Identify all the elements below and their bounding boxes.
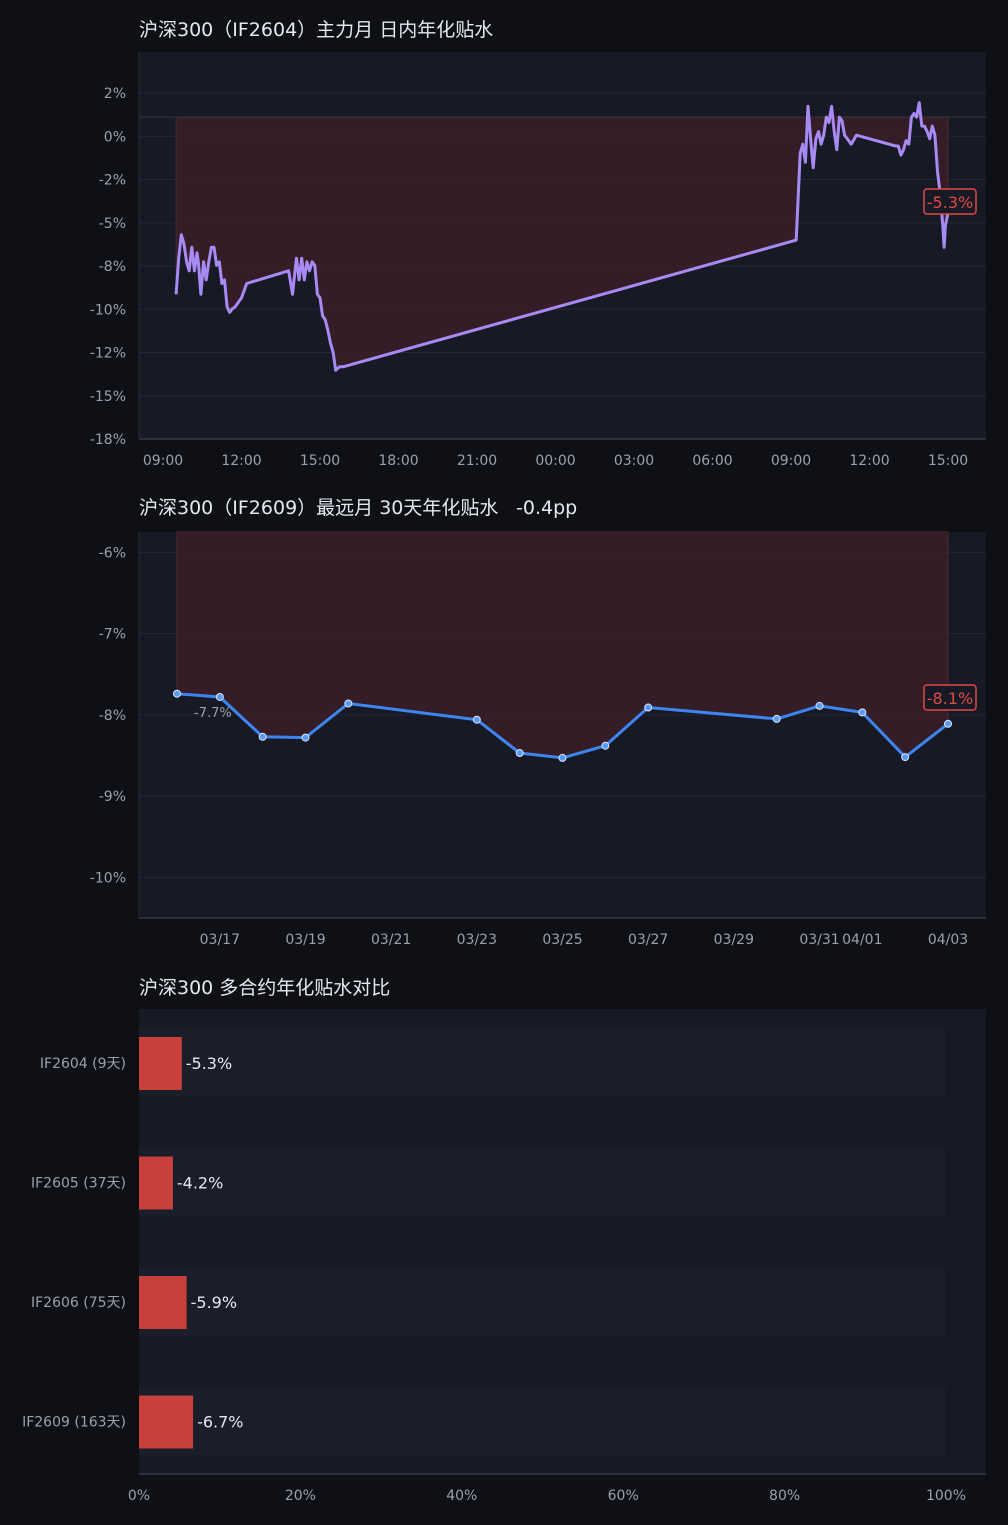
chart1-y-tick-label: -18% — [90, 432, 126, 448]
chart2-y-ticks: -6% -7% -8% -9% -10% — [90, 545, 126, 886]
chart3-bars: -5.3% -4.2% -5.9% -6.7% — [139, 1037, 243, 1449]
chart1-x-tick-label: 15:00 — [928, 453, 968, 469]
chart3-bar-value-label: -4.2% — [177, 1174, 223, 1193]
chart1-x-tick-label: 15:00 — [300, 453, 340, 469]
chart2-x-tick-label: 03/23 — [457, 932, 497, 948]
chart2-data-points — [173, 689, 952, 762]
chart1-x-tick-label: 09:00 — [143, 453, 183, 469]
chart1-x-tick-label: 12:00 — [849, 453, 889, 469]
chart2-data-point — [644, 703, 653, 712]
chart1-y-tick-label: -5% — [99, 216, 126, 232]
chart1-last-value-badge: -5.3% — [923, 188, 977, 215]
chart2-y-tick-label: -6% — [99, 545, 126, 561]
chart2-last-value-label: -8.1% — [927, 689, 973, 708]
chart3-bar — [139, 1395, 194, 1449]
chart3-x-tick-label: 40% — [446, 1488, 477, 1504]
chart2-title: 沪深300（IF2609）最远月 30天年化贴水 — [139, 497, 498, 519]
chart2-data-point — [944, 719, 952, 728]
chart3-bar-value-label: -5.9% — [191, 1293, 237, 1312]
chart1-y-tick-label: -15% — [90, 389, 126, 405]
chart2-first-value-label: -7.7% — [194, 706, 232, 721]
chart2-x-tick-label: 04/03 — [928, 932, 968, 948]
chart3-x-tick-label: 0% — [128, 1488, 150, 1504]
chart2-last-value-badge: -8.1% — [923, 684, 977, 711]
chart1-x-tick-label: 06:00 — [692, 453, 732, 469]
chart2-data-point — [858, 708, 867, 717]
chart1-y-tick-label: 0% — [104, 129, 126, 145]
chart2-y-tick-label: -8% — [99, 708, 126, 724]
chart2-subtitle: -0.4pp — [516, 497, 577, 519]
chart1-y-tick-label: -10% — [90, 302, 126, 318]
chart2-x-ticks: 03/17 03/19 03/21 03/23 03/25 03/27 03/29 03/31… — [200, 932, 969, 948]
chart1-title: 沪深300（IF2604）主力月 日内年化贴水 — [139, 19, 493, 41]
chart1-x-tick-label: 03:00 — [614, 453, 654, 469]
chart2-data-point — [601, 741, 610, 750]
chart2-x-tick-label: 03/27 — [628, 932, 668, 948]
chart1-y-ticks: 2% 0% -2% -5% -8% -10% -12% -15% -18% — [90, 86, 126, 448]
chart3-row-band — [139, 1268, 946, 1336]
chart3-bar — [139, 1276, 187, 1329]
chart2-data-point — [344, 699, 353, 708]
chart3-row-band — [139, 1148, 946, 1217]
chart2-data-point — [515, 749, 524, 758]
chart1-y-tick-label: -12% — [90, 346, 126, 362]
chart2-data-point — [558, 753, 567, 762]
chart1-x-tick-label: 21:00 — [457, 453, 497, 469]
chart2-x-tick-label: 04/01 — [842, 932, 882, 948]
chart1-x-ticks: 09:00 12:00 15:00 18:00 21:00 00:00 03:00 06:00… — [143, 453, 968, 469]
chart1-x-tick-label: 00:00 — [535, 453, 575, 469]
chart3-bar — [139, 1037, 182, 1090]
chart2-data-point — [472, 715, 481, 724]
chart2-y-tick-label: -7% — [99, 627, 126, 643]
chart3-category-label: IF2604 (9天) — [40, 1056, 126, 1072]
chart3-row-band — [139, 1029, 946, 1097]
chart2-x-tick-label: 03/31 — [799, 932, 839, 948]
chart1-x-tick-label: 12:00 — [221, 453, 261, 469]
chart3-category-labels: IF2604 (9天) IF2605 (37天) IF2606 (75天) IF260… — [22, 1056, 126, 1431]
chart2-y-tick-label: -9% — [99, 789, 126, 805]
chart3-category-label: IF2609 (163天) — [22, 1415, 126, 1431]
chart2-data-point — [901, 753, 910, 762]
chart2-data-point — [215, 692, 224, 701]
chart3-x-ticks: 0% 20% 40% 60% 80% 100% — [128, 1488, 966, 1504]
chart3-bar-value-label: -6.7% — [197, 1413, 243, 1432]
chart1-x-tick-label: 18:00 — [378, 453, 418, 469]
chart2-x-tick-label: 03/21 — [371, 932, 411, 948]
chart2-x-tick-label: 03/19 — [285, 932, 325, 948]
chart1-y-tick-label: -2% — [99, 173, 126, 189]
contract-comparison-chart: 沪深300 多合约年化贴水对比 -5.3% -4.2% -5.9% -6.7% IF2… — [22, 977, 986, 1504]
chart2-data-point — [258, 732, 267, 741]
chart1-last-value-label: -5.3% — [927, 193, 973, 212]
chart3-x-tick-label: 20% — [285, 1488, 316, 1504]
chart3-title: 沪深300 多合约年化贴水对比 — [139, 977, 390, 999]
chart2-data-point — [173, 689, 181, 698]
chart1-x-tick-label: 09:00 — [771, 453, 811, 469]
chart3-category-label: IF2606 (75天) — [31, 1295, 126, 1311]
chart1-y-tick-label: 2% — [104, 86, 126, 102]
chart3-row-bands — [139, 1029, 946, 1456]
chart3-x-tick-label: 80% — [769, 1488, 800, 1504]
chart2-y-tick-label: -10% — [90, 870, 126, 886]
intraday-discount-chart: 沪深300（IF2604）主力月 日内年化贴水 2% 0% -2% -5% -8% -10… — [90, 19, 986, 469]
chart2-x-tick-label: 03/29 — [714, 932, 754, 948]
chart3-row-band — [139, 1387, 946, 1456]
chart3-x-tick-label: 100% — [926, 1488, 966, 1504]
chart2-data-point — [772, 714, 781, 723]
chart1-y-tick-label: -8% — [99, 259, 126, 275]
chart3-x-tick-label: 60% — [608, 1488, 639, 1504]
chart1-series-line — [174, 101, 950, 372]
chart2-x-tick-label: 03/17 — [200, 932, 240, 948]
chart3-bar — [139, 1156, 173, 1210]
far-month-discount-chart: 沪深300（IF2609）最远月 30天年化贴水 -0.4pp -6% -7% -8… — [90, 497, 986, 948]
chart3-category-label: IF2605 (37天) — [31, 1176, 126, 1192]
chart2-data-point — [301, 733, 310, 742]
chart2-x-tick-label: 03/25 — [542, 932, 582, 948]
chart2-data-point — [815, 701, 824, 710]
chart3-bar-value-label: -5.3% — [186, 1054, 232, 1073]
